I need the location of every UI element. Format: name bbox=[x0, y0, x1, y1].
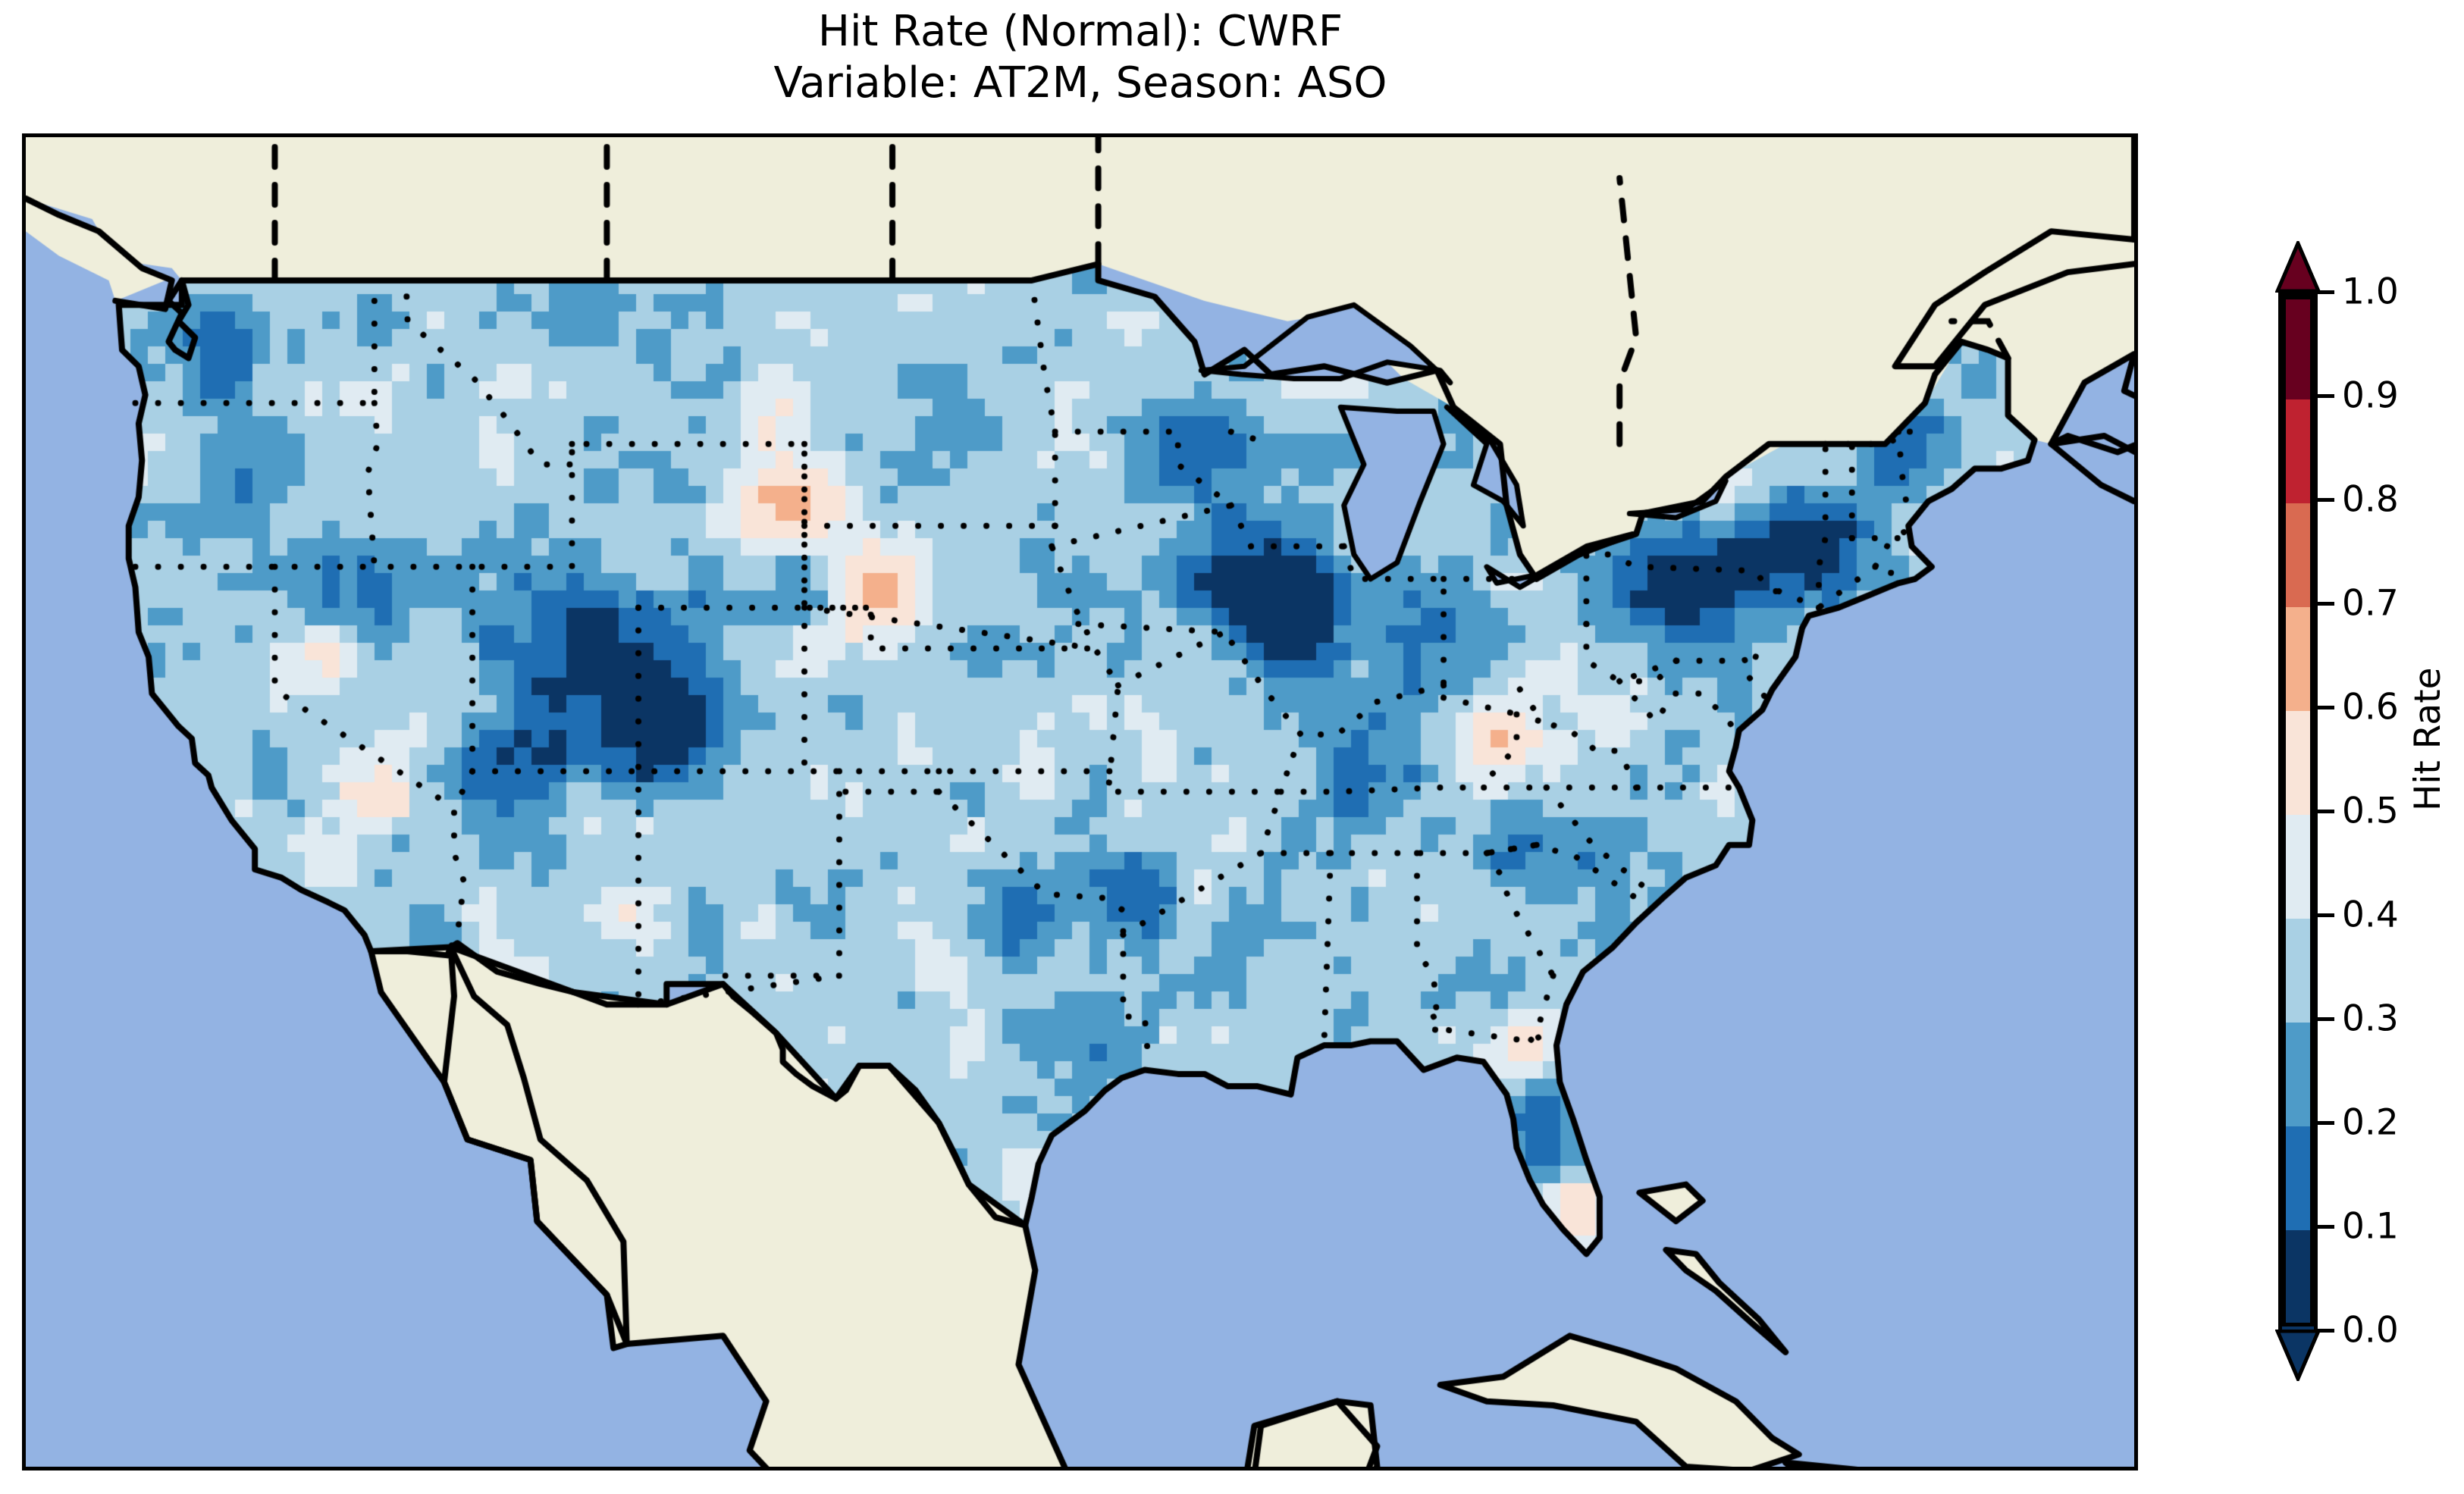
colorbar-tick-label: 0.7 bbox=[2342, 582, 2399, 625]
colorbar-tick bbox=[2318, 810, 2334, 813]
colorbar-band bbox=[2282, 1230, 2314, 1335]
colorbar-band bbox=[2282, 815, 2314, 919]
colorbar-over-arrow bbox=[2275, 241, 2321, 293]
colorbar-band bbox=[2282, 296, 2314, 400]
page-title: Hit Rate (Normal): CWRF Variable: AT2M, … bbox=[0, 6, 2161, 110]
colorbar-band bbox=[2282, 919, 2314, 1023]
colorbar-bands bbox=[2278, 292, 2318, 1335]
colorbar-axis-label: Hit Rate bbox=[2407, 667, 2449, 811]
colorbar-tick-label: 0.0 bbox=[2342, 1309, 2399, 1351]
colorbar-tick-label: 0.6 bbox=[2342, 686, 2399, 728]
colorbar: 1.0 0.9 0.8 0.7 0.6 0.5 0.4 0.3 0.2 0.1 0.0 bbox=[2275, 241, 2399, 1381]
colorbar-tick bbox=[2318, 913, 2334, 917]
colorbar-tick-label: 0.1 bbox=[2342, 1205, 2399, 1248]
colorbar-tick bbox=[2318, 498, 2334, 502]
colorbar-tick bbox=[2318, 1329, 2334, 1333]
colorbar-tick bbox=[2318, 602, 2334, 606]
colorbar-tick bbox=[2318, 1225, 2334, 1229]
colorbar-tick-label: 0.3 bbox=[2342, 998, 2399, 1040]
colorbar-band bbox=[2282, 607, 2314, 712]
map-axes bbox=[22, 133, 2138, 1471]
colorbar-band bbox=[2282, 711, 2314, 816]
colorbar-tick bbox=[2318, 1017, 2334, 1021]
title-line-2: Variable: AT2M, Season: ASO bbox=[773, 58, 1387, 108]
colorbar-tick bbox=[2318, 394, 2334, 398]
colorbar-tick-label: 0.4 bbox=[2342, 894, 2399, 936]
colorbar-band bbox=[2282, 1023, 2314, 1127]
colorbar-tick-label: 0.8 bbox=[2342, 478, 2399, 521]
colorbar-tick bbox=[2318, 1121, 2334, 1125]
colorbar-band bbox=[2282, 1126, 2314, 1231]
title-line-1: Hit Rate (Normal): CWRF bbox=[817, 7, 1343, 56]
hit-rate-heatmap bbox=[26, 137, 2134, 1467]
colorbar-tick-label: 0.9 bbox=[2342, 374, 2399, 417]
colorbar-tick bbox=[2318, 706, 2334, 709]
colorbar-band bbox=[2282, 399, 2314, 504]
colorbar-tick-label: 0.2 bbox=[2342, 1101, 2399, 1144]
colorbar-under-arrow bbox=[2275, 1330, 2321, 1381]
colorbar-tick-label: 1.0 bbox=[2342, 271, 2399, 313]
colorbar-tick bbox=[2318, 290, 2334, 294]
colorbar-band bbox=[2282, 503, 2314, 608]
colorbar-tick-label: 0.5 bbox=[2342, 790, 2399, 832]
